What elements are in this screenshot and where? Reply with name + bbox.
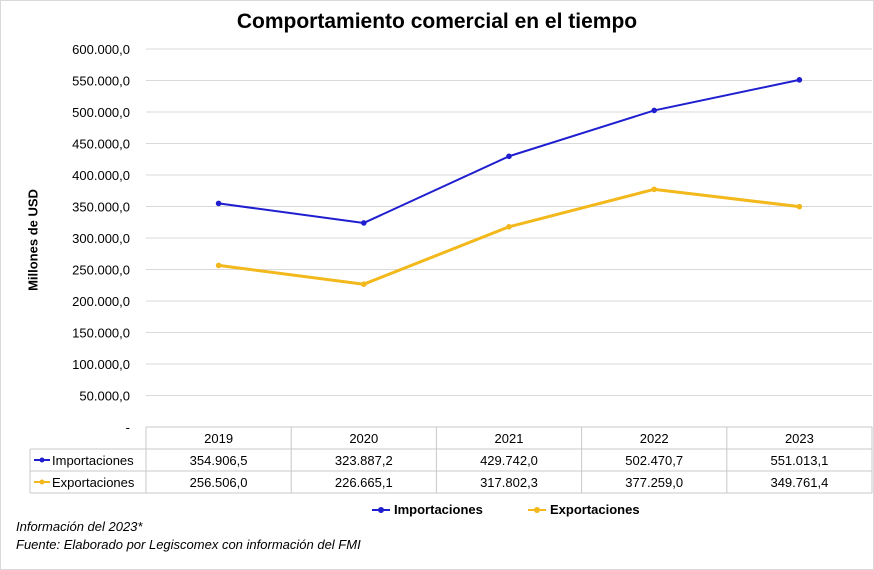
y-tick-label: 450.000,0 [72, 137, 130, 152]
table-legend-key-marker [39, 457, 45, 463]
table-data-label: 317.802,3 [480, 475, 538, 490]
series-line-importaciones [218, 78, 800, 224]
y-tick-label: 400.000,0 [72, 168, 130, 183]
x-tick-label: 2019 [204, 431, 233, 446]
x-tick-label: 2023 [785, 431, 814, 446]
legend-item-importaciones: Importaciones [372, 502, 483, 517]
data-point [215, 262, 222, 269]
table-data-label: 323.887,2 [335, 453, 393, 468]
y-tick-label: 300.000,0 [72, 231, 130, 246]
y-tick-label: 600.000,0 [72, 42, 130, 57]
data-point [796, 203, 803, 210]
table-data-label: 377.259,0 [625, 475, 683, 490]
data-point [796, 77, 803, 83]
y-tick-label: 150.000,0 [72, 326, 130, 341]
x-tick-label: 2022 [640, 431, 669, 446]
x-tick-label: 2021 [495, 431, 524, 446]
footnote-source: Fuente: Elaborado por Legiscomex con inf… [16, 537, 361, 552]
table-data-label: 551.013,1 [770, 453, 828, 468]
table-data-label: 349.761,4 [770, 475, 828, 490]
data-point [506, 153, 512, 160]
footnote-info: Información del 2023* [16, 519, 143, 534]
y-tick-label: 350.000,0 [72, 200, 130, 215]
y-tick-label: 500.000,0 [72, 105, 130, 120]
data-point [651, 186, 657, 193]
y-tick-label: - [126, 420, 130, 435]
y-tick-label: 250.000,0 [72, 263, 130, 278]
legend-label-exportaciones: Exportaciones [550, 502, 640, 517]
table-data-label: 226.665,1 [335, 475, 393, 490]
x-tick-label: 2020 [349, 431, 378, 446]
legend-swatch-exportaciones [528, 505, 546, 515]
data-point [361, 281, 367, 288]
table-data-label: 502.470,7 [625, 453, 683, 468]
table-series-name: Importaciones [52, 453, 134, 468]
y-tick-label: 50.000,0 [79, 389, 130, 404]
chart-title: Comportamiento comercial en el tiempo [236, 10, 638, 33]
table-series-name: Exportaciones [52, 475, 135, 490]
table-legend-key-marker [39, 479, 45, 485]
legend-swatch-importaciones [372, 505, 390, 515]
legend-label-importaciones: Importaciones [394, 502, 483, 517]
legend-item-exportaciones: Exportaciones [528, 502, 640, 517]
y-tick-label: 550.000,0 [72, 74, 130, 89]
table-data-label: 354.906,5 [190, 453, 248, 468]
data-point [361, 220, 367, 226]
table-data-label: 429.742,0 [480, 453, 538, 468]
data-point [506, 223, 512, 230]
y-tick-label: 100.000,0 [72, 357, 130, 372]
table-data-label: 256.506,0 [190, 475, 248, 490]
y-tick-label: 200.000,0 [72, 294, 130, 309]
data-point [215, 200, 222, 207]
data-point [651, 107, 657, 114]
